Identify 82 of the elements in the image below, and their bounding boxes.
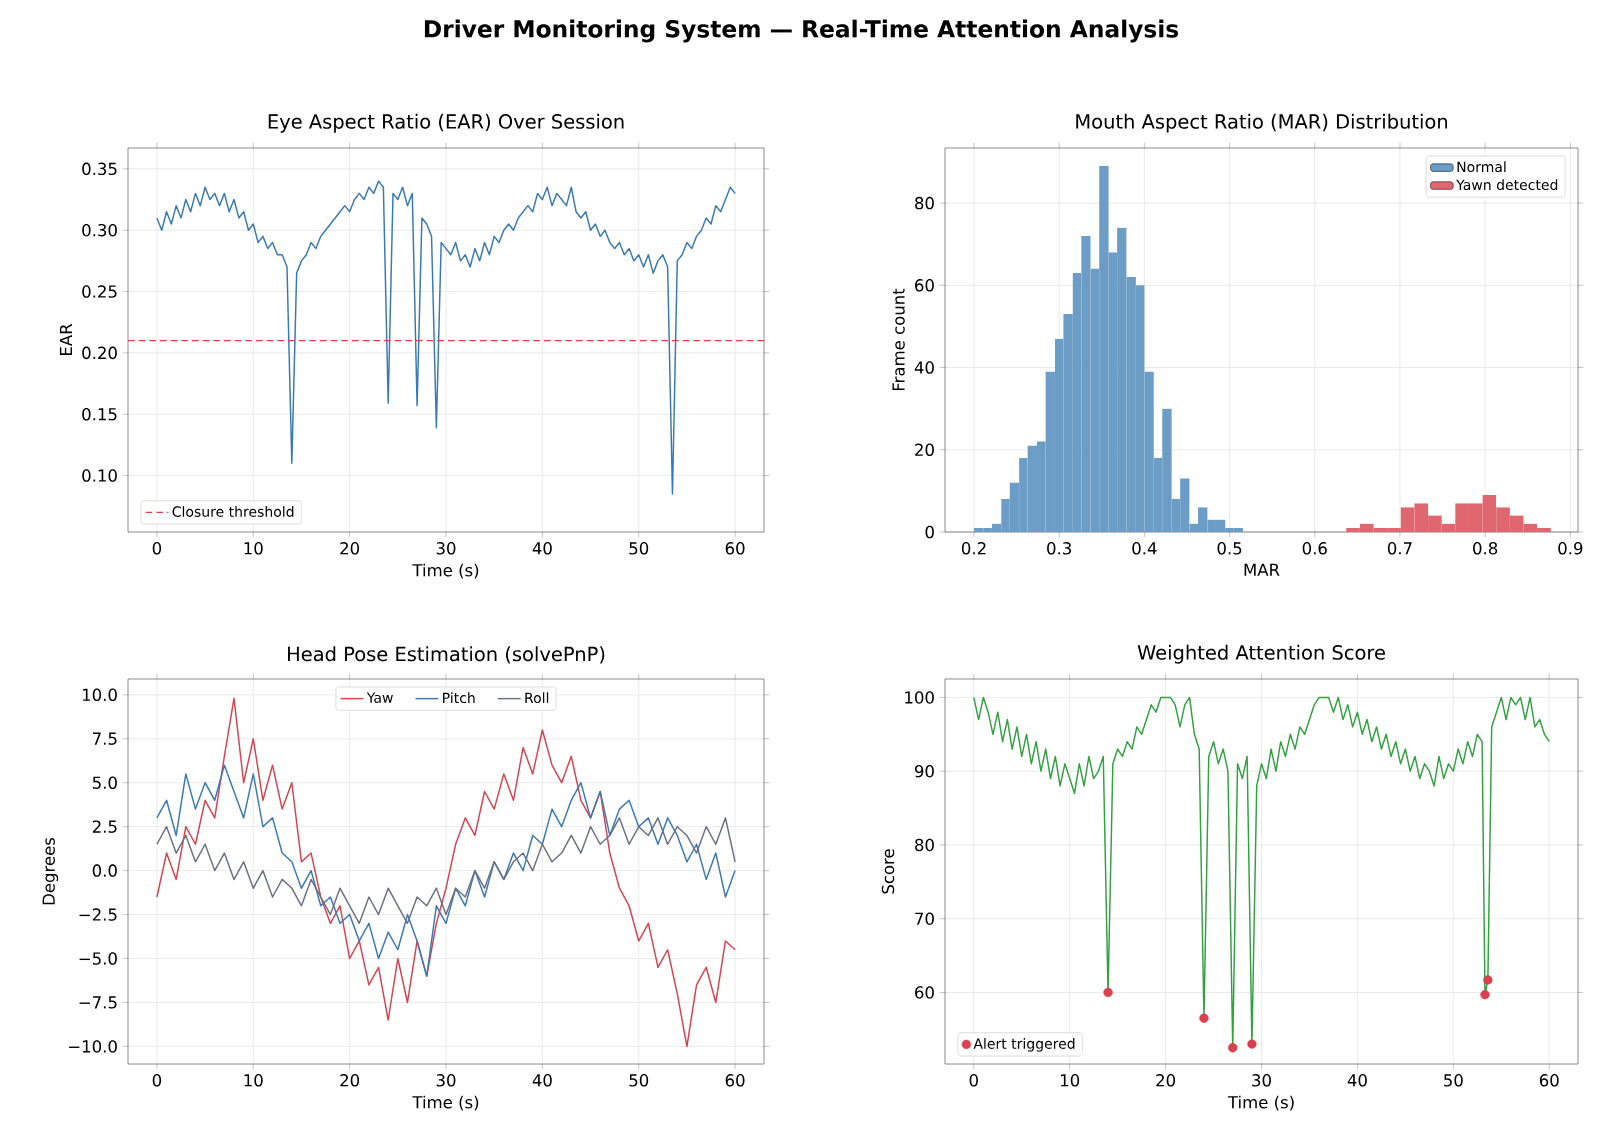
chart-title: Eye Aspect Ratio (EAR) Over Session xyxy=(268,113,624,133)
x-tick-label: 50 xyxy=(629,542,649,555)
y-tick-label: 0.35 xyxy=(82,162,117,176)
point xyxy=(1103,987,1113,998)
legend-label: Alert triggered xyxy=(973,1038,1075,1052)
x-tick-label: 0 xyxy=(152,542,162,555)
x-tick-label: 0.3 xyxy=(1047,542,1071,555)
x-tick-label: 10 xyxy=(244,1074,263,1087)
x-tick-label: 30 xyxy=(436,1074,456,1087)
y-tick-label: 2.5 xyxy=(92,820,117,833)
legend-label: Roll xyxy=(525,692,549,704)
x-tick-label: 0.5 xyxy=(1217,542,1242,555)
x-axis-title: MAR xyxy=(1244,563,1280,576)
y-tick-label: −2.5 xyxy=(79,908,117,921)
legend-label: Pitch xyxy=(443,692,475,704)
y-tick-label: 0 xyxy=(925,525,934,539)
y-tick-label: 40 xyxy=(914,361,934,374)
x-tick-label: 20 xyxy=(340,542,360,555)
x-tick-label: 0.6 xyxy=(1302,542,1327,555)
y-tick-label: 60 xyxy=(915,986,934,999)
y-tick-label: −7.5 xyxy=(79,996,117,1009)
x-tick-label: 20 xyxy=(1156,1074,1176,1087)
point xyxy=(1480,990,1490,1000)
point xyxy=(1228,1043,1238,1053)
x-tick-label: 10 xyxy=(1060,1074,1080,1087)
line-series xyxy=(156,817,736,925)
y-tick-label: 0.30 xyxy=(82,223,117,237)
x-tick-label: 50 xyxy=(629,1074,649,1087)
y-tick-label: 0.15 xyxy=(82,407,117,421)
y-tick-label: 80 xyxy=(915,196,934,210)
x-tick-label: 0.7 xyxy=(1387,542,1412,555)
x-tick-label: 30 xyxy=(1252,1074,1271,1087)
legend-label: Yawn detected xyxy=(1456,179,1558,191)
chart-title: Mouth Aspect Ratio (MAR) Distribution xyxy=(1076,113,1448,133)
y-tick-label: 0.25 xyxy=(82,285,117,298)
x-tick-label: 40 xyxy=(532,1074,552,1087)
x-tick-label: 0.8 xyxy=(1473,542,1498,555)
x-axis-title: Time (s) xyxy=(412,563,479,579)
x-tick-label: 60 xyxy=(725,542,745,555)
y-tick-label: 20 xyxy=(915,443,934,457)
y-tick-label: −5.0 xyxy=(79,952,117,965)
x-tick-label: 10 xyxy=(244,542,263,555)
y-tick-label: 10.0 xyxy=(82,688,117,702)
chart-title: Head Pose Estimation (solvePnP) xyxy=(287,646,605,664)
chart-title: Weighted Attention Score xyxy=(1137,644,1385,664)
legend-label: Normal xyxy=(1457,161,1506,173)
x-tick-label: 20 xyxy=(340,1074,360,1087)
y-axis-title: Degrees xyxy=(42,837,59,905)
point xyxy=(1483,975,1493,985)
x-tick-label: 40 xyxy=(1347,1074,1367,1087)
x-tick-label: 0.4 xyxy=(1132,542,1157,555)
x-tick-label: 0 xyxy=(152,1074,162,1087)
x-tick-label: 30 xyxy=(436,542,456,555)
legend-label: Yaw xyxy=(366,692,393,703)
y-axis-title: Frame count xyxy=(892,288,905,391)
x-tick-label: 0 xyxy=(969,1074,978,1087)
x-axis-title: Time (s) xyxy=(1227,1095,1294,1111)
y-tick-label: 5.0 xyxy=(92,776,117,789)
point xyxy=(1247,1039,1257,1049)
y-axis-title: EAR xyxy=(59,323,72,355)
y-tick-label: 80 xyxy=(915,838,934,852)
y-tick-label: 0.10 xyxy=(82,469,117,482)
y-tick-label: −10.0 xyxy=(69,1040,117,1053)
y-tick-label: 7.5 xyxy=(93,732,117,745)
x-tick-label: 0.9 xyxy=(1558,542,1583,555)
y-tick-label: 60 xyxy=(915,279,934,292)
y-axis-title: Score xyxy=(881,849,895,894)
x-tick-label: 60 xyxy=(1539,1074,1559,1087)
text: Driver Monitoring System — Real-Time Attention Analysis xyxy=(424,19,1179,43)
y-tick-label: 70 xyxy=(915,912,934,925)
x-tick-label: 40 xyxy=(532,542,552,555)
x-tick-label: 0.2 xyxy=(961,542,986,555)
y-tick-label: 0.20 xyxy=(82,346,117,360)
y-tick-label: 0.0 xyxy=(92,864,117,877)
point xyxy=(1199,1013,1209,1023)
legend-label: Closure threshold xyxy=(172,506,294,517)
x-tick-label: 60 xyxy=(725,1074,745,1087)
line-series xyxy=(156,764,736,977)
y-tick-label: 90 xyxy=(914,764,934,778)
x-tick-label: 50 xyxy=(1444,1074,1463,1087)
x-axis-title: Time (s) xyxy=(412,1095,479,1111)
y-tick-label: 100 xyxy=(905,691,934,704)
